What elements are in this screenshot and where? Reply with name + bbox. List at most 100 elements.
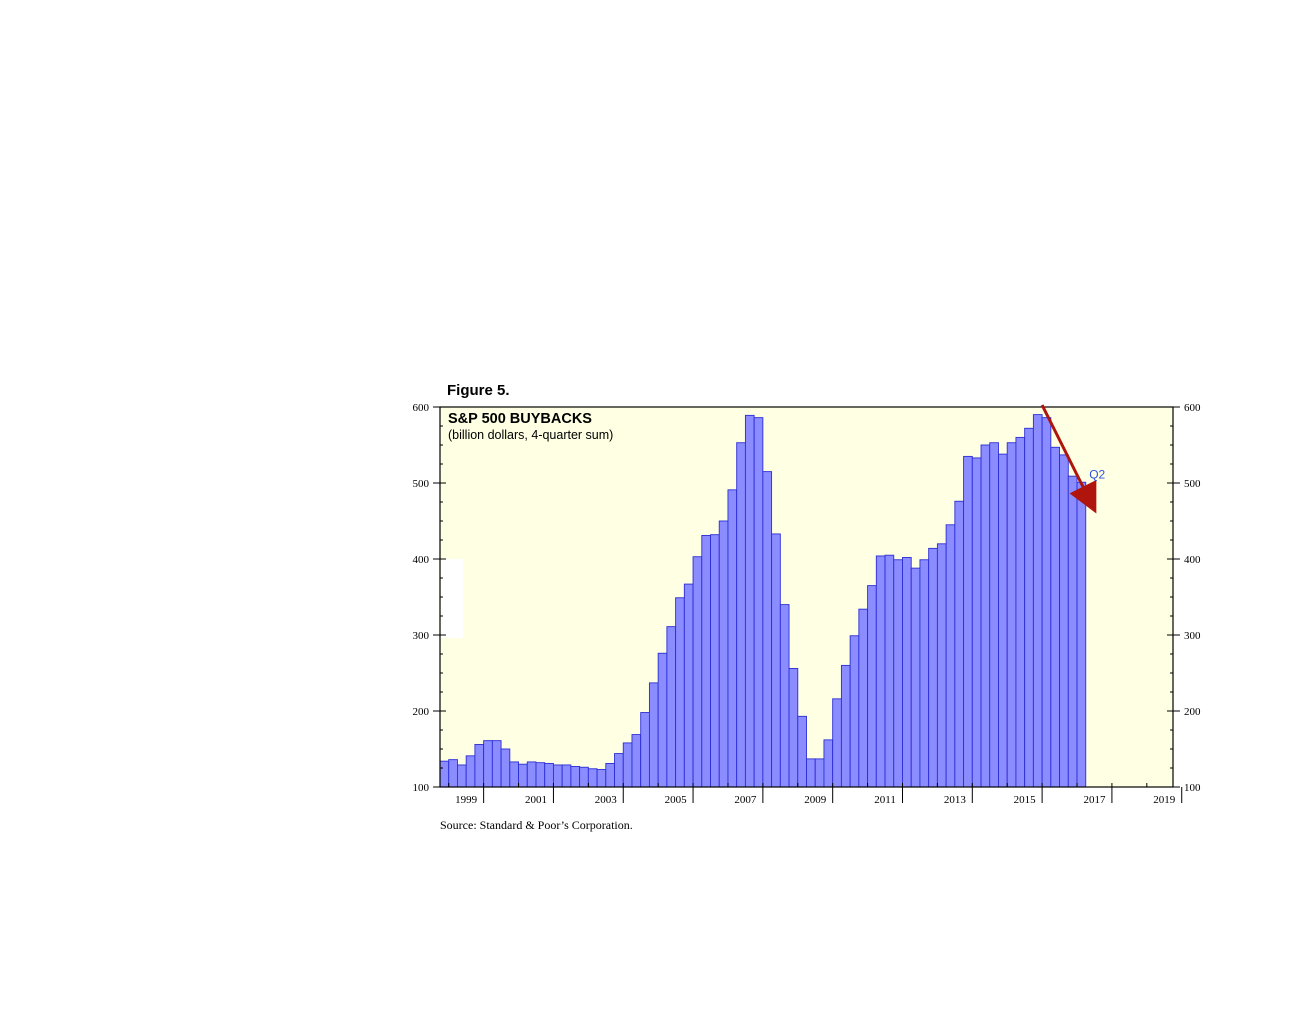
x-tick-label: 2003: [595, 794, 618, 806]
bar: [579, 766, 589, 788]
x-tick-label: 2005: [665, 794, 688, 806]
bar: [1032, 414, 1043, 788]
bar: [710, 534, 720, 788]
bar: [448, 759, 458, 788]
x-tick-label: 2013: [944, 794, 967, 806]
bar: [509, 761, 519, 788]
x-tick-label: 1999: [455, 794, 478, 806]
bar: [640, 712, 650, 788]
bar: [823, 739, 834, 788]
bar: [779, 604, 790, 788]
right-tick-label: 500: [1184, 478, 1201, 490]
bar: [1015, 436, 1026, 788]
bar: [622, 742, 633, 788]
bar: [744, 414, 755, 788]
bar: [614, 753, 624, 788]
bar: [1006, 442, 1017, 788]
bar: [797, 715, 807, 788]
bar: [963, 455, 973, 788]
bar: [1050, 446, 1061, 788]
left-tick-label: 100: [413, 782, 430, 794]
bar: [570, 766, 581, 788]
bar: [832, 698, 842, 788]
bar: [954, 500, 965, 788]
x-tick-label: 2009: [804, 794, 827, 806]
bar: [945, 524, 956, 788]
x-tick-label: 2015: [1014, 794, 1037, 806]
bar: [727, 489, 738, 788]
bar: [552, 764, 563, 788]
right-tick-label: 600: [1184, 402, 1201, 414]
x-tick-label: 2019: [1153, 794, 1176, 806]
bar: [849, 635, 860, 788]
left-tick-label: 500: [413, 478, 430, 490]
bar: [491, 740, 502, 788]
bar: [692, 556, 703, 788]
left-tick-label: 600: [413, 402, 430, 414]
bar: [989, 442, 999, 788]
bar: [666, 626, 677, 788]
bar: [1059, 454, 1069, 788]
bar: [875, 555, 886, 788]
right-tick-label: 400: [1184, 554, 1201, 566]
bar: [928, 547, 938, 788]
bar: [884, 554, 895, 788]
bar: [902, 557, 912, 788]
bar: [518, 763, 528, 788]
bar: [998, 453, 1008, 788]
bar: [439, 760, 450, 788]
bar: [771, 533, 781, 788]
bar: [858, 608, 869, 788]
bar: [762, 471, 773, 788]
bar: [465, 755, 476, 788]
bar: [1024, 427, 1034, 788]
bar: [971, 457, 982, 788]
x-tick-label: 2011: [874, 794, 896, 806]
bar: [701, 534, 711, 788]
bar-series: [439, 414, 1087, 788]
bar: [980, 444, 991, 788]
bar: [587, 768, 598, 788]
bar: [867, 585, 877, 788]
left-y-axis: 100 200 300 400 500 600: [413, 402, 446, 794]
bar: [657, 652, 668, 788]
source-note: Source: Standard & Poor’s Corporation.: [440, 818, 633, 832]
bar: [648, 682, 659, 788]
right-tick-label: 300: [1184, 630, 1201, 642]
bar: [1041, 417, 1052, 788]
right-tick-label: 100: [1184, 782, 1201, 794]
chart-title: S&P 500 BUYBACKS: [448, 411, 592, 427]
figure-label: Figure 5.: [447, 382, 510, 399]
x-tick-label: 2017: [1083, 794, 1106, 806]
q2-annotation: Q2: [1089, 467, 1105, 481]
downtrend-arrow: [1040, 404, 1097, 514]
x-axis: 1999 2001 2003 2005 2007 2009 2011 2013 2015 2017…: [448, 783, 1183, 806]
blank-patch: [441, 559, 463, 639]
chart-subtitle: (billion dollars, 4-quarter sum): [448, 428, 613, 442]
x-tick-label: 2001: [525, 794, 547, 806]
right-y-axis: 100 200 300 400 500 600: [1167, 402, 1201, 794]
bar: [483, 740, 493, 788]
bar: [683, 583, 694, 788]
bar: [631, 734, 642, 788]
bar: [814, 758, 825, 788]
left-tick-label: 300: [413, 630, 430, 642]
bar: [457, 764, 467, 788]
bar: [596, 769, 607, 788]
bar: [474, 743, 485, 788]
bar: [736, 442, 746, 788]
bar: [526, 761, 537, 788]
bar: [1076, 481, 1087, 788]
left-tick-label: 200: [413, 706, 430, 718]
bar: [718, 520, 729, 788]
bar: [605, 762, 615, 788]
bar: [544, 762, 554, 788]
bar: [788, 667, 799, 788]
bar: [919, 559, 930, 788]
bar: [1067, 475, 1078, 788]
bar: [500, 748, 511, 788]
bar: [936, 543, 947, 788]
right-tick-label: 200: [1184, 706, 1201, 718]
bar: [893, 559, 903, 788]
